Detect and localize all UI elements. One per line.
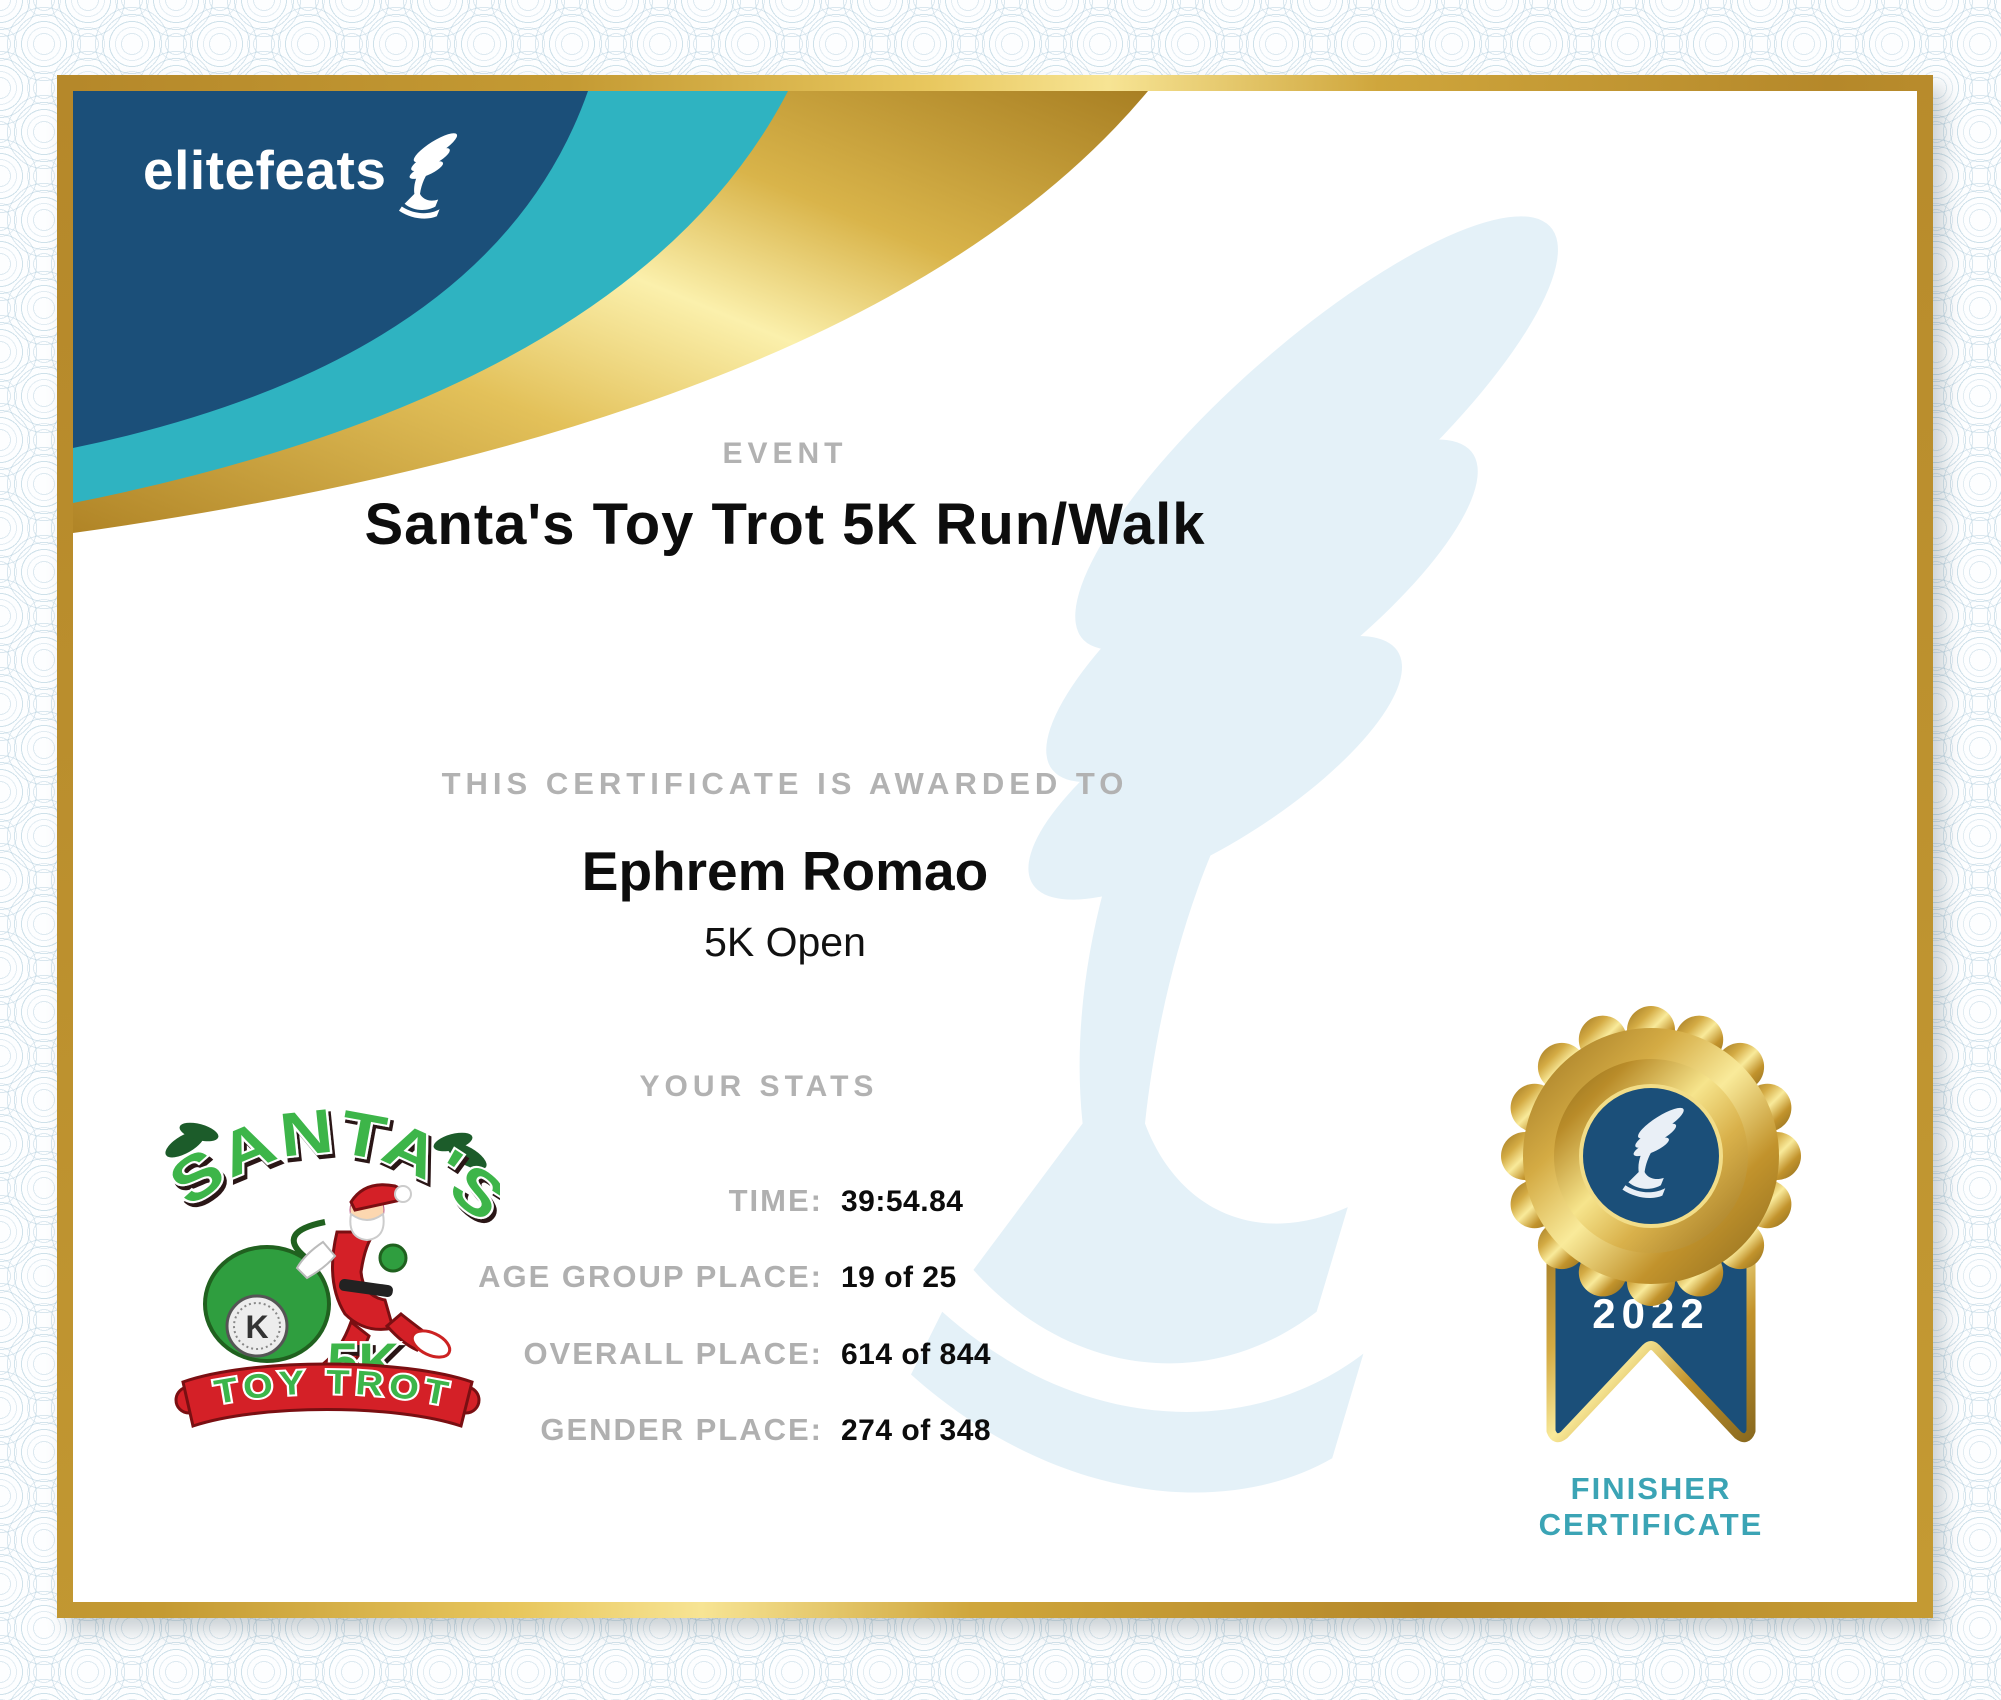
holly-right-icon (433, 1132, 487, 1170)
stat-row-time: TIME: 39:54.84 (253, 1183, 1503, 1219)
stat-value: 39:54.84 (841, 1185, 964, 1218)
event-title: Santa's Toy Trot 5K Run/Walk (364, 492, 1206, 557)
stat-row-overall-place: OVERALL PLACE: 614 of 844 (253, 1336, 1503, 1372)
stat-value: 274 of 348 (841, 1414, 992, 1447)
brand-logo: elitefeats (143, 143, 462, 221)
stat-row-age-group-place: AGE GROUP PLACE: 19 of 25 (253, 1259, 1503, 1295)
medal-center (1579, 1084, 1723, 1228)
brand-name: elitefeats (143, 139, 387, 201)
stat-label: GENDER PLACE: (540, 1412, 823, 1447)
stat-value: 614 of 844 (841, 1338, 992, 1371)
gold-frame: elitefeats EVENT Santa's Toy Trot 5K Run… (57, 75, 1933, 1618)
stat-label: TIME: (728, 1183, 823, 1218)
toy-trot-banner: TOY TROT (174, 1361, 481, 1428)
stats-label: YOUR STATS (639, 1070, 879, 1103)
navy-curve (73, 91, 588, 448)
event-label: EVENT (722, 437, 848, 470)
wingfoot-logo-icon (392, 129, 462, 221)
recipient-name: Ephrem Romao (581, 840, 989, 902)
kiwanis-badge (225, 1294, 289, 1358)
holly-left-icon (165, 1122, 219, 1158)
certificate-body: elitefeats EVENT Santa's Toy Trot 5K Run… (73, 91, 1917, 1602)
santas-arc-text: SANTA'S (157, 1096, 500, 1236)
kiwanis-initial: K (245, 1309, 268, 1345)
stat-row-gender-place: GENDER PLACE: 274 of 348 (253, 1412, 1503, 1448)
medal-caption: FINISHER CERTIFICATE (1491, 1471, 1811, 1542)
finisher-medal: 2022 (1501, 1006, 1801, 1443)
stat-value: 19 of 25 (841, 1261, 957, 1294)
stat-label: OVERALL PLACE: (523, 1336, 823, 1371)
santas-toy-trot-logo: SANTA'S K (155, 1094, 500, 1428)
header-curves (73, 91, 1148, 533)
medal-caption-line2: CERTIFICATE (1538, 1506, 1764, 1542)
awarded-label: THIS CERTIFICATE IS AWARDED TO (441, 766, 1129, 801)
toy-sack: K (203, 1219, 331, 1363)
stat-label: AGE GROUP PLACE: (478, 1259, 823, 1294)
recipient-division: 5K Open (704, 919, 866, 965)
medal-caption-line1: FINISHER (1570, 1471, 1732, 1506)
